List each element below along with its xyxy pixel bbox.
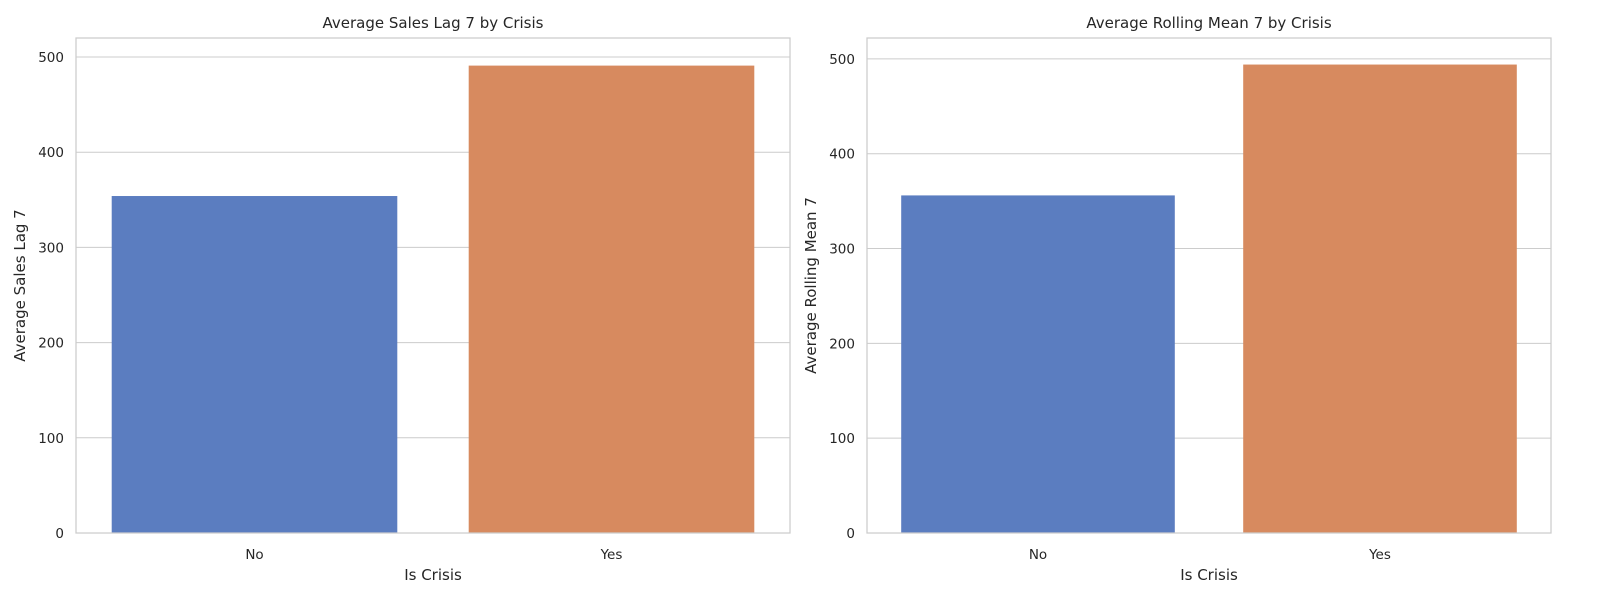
x-tick-label: Yes bbox=[1368, 547, 1391, 563]
chart-title: Average Sales Lag 7 by Crisis bbox=[323, 14, 544, 32]
plot-frame bbox=[75, 37, 791, 534]
y-tick-label: 400 bbox=[38, 145, 64, 161]
y-tick-label: 200 bbox=[38, 336, 64, 352]
y-tick-label: 200 bbox=[829, 336, 855, 352]
chart-panel-1: 0 100 200 300 400 500 No Yes Average Sales Lag 7… bbox=[11, 14, 791, 584]
y-tick-label: 500 bbox=[38, 50, 64, 66]
chart-title: Average Rolling Mean 7 by Crisis bbox=[1086, 14, 1331, 32]
y-tick-label: 300 bbox=[829, 242, 855, 258]
bar-yes bbox=[468, 65, 755, 533]
x-tick-label: Yes bbox=[600, 547, 623, 563]
x-tick-label: No bbox=[1029, 547, 1047, 563]
y-tick-label: 300 bbox=[38, 240, 64, 256]
y-tick-label: 100 bbox=[38, 431, 64, 447]
x-axis-label: Is Crisis bbox=[1180, 566, 1238, 584]
y-tick-label: 100 bbox=[829, 431, 855, 447]
y-tick-label: 500 bbox=[829, 52, 855, 68]
chart-panel-2: 0 100 200 300 400 500 No Yes Average Rolling Mea… bbox=[802, 14, 1552, 584]
bar-yes bbox=[1243, 64, 1517, 533]
bar-no bbox=[901, 195, 1175, 533]
bar-no bbox=[111, 196, 398, 533]
x-tick-label: No bbox=[245, 547, 263, 563]
y-axis-label: Average Rolling Mean 7 bbox=[802, 197, 820, 374]
y-tick-label: 400 bbox=[829, 147, 855, 163]
plot-frame bbox=[866, 37, 1552, 534]
y-tick-label: 0 bbox=[55, 526, 64, 542]
y-axis-label: Average Sales Lag 7 bbox=[11, 209, 29, 361]
x-axis-label: Is Crisis bbox=[404, 566, 462, 584]
y-tick-label: 0 bbox=[846, 526, 855, 542]
